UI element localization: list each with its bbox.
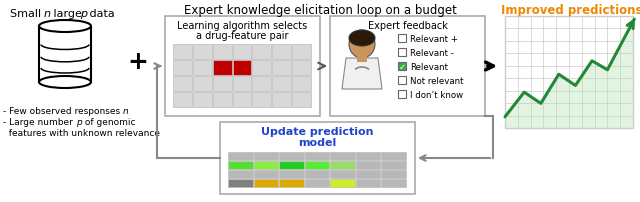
- Bar: [228, 152, 253, 160]
- Bar: [279, 161, 304, 169]
- Text: model: model: [298, 138, 337, 148]
- Bar: [272, 76, 291, 91]
- Bar: [193, 76, 212, 91]
- Bar: [356, 170, 380, 178]
- Text: Relevant: Relevant: [410, 63, 448, 72]
- Bar: [330, 179, 355, 187]
- Ellipse shape: [349, 30, 375, 58]
- Bar: [398, 48, 406, 56]
- Bar: [232, 60, 252, 75]
- Text: I don’t know: I don’t know: [410, 91, 463, 100]
- Text: n: n: [123, 107, 129, 116]
- Bar: [292, 60, 311, 75]
- Text: of genomic: of genomic: [82, 118, 136, 127]
- Bar: [252, 44, 271, 59]
- Bar: [173, 44, 192, 59]
- Bar: [212, 76, 232, 91]
- Text: ✓: ✓: [399, 63, 406, 72]
- Bar: [381, 161, 406, 169]
- Bar: [253, 161, 278, 169]
- Bar: [305, 152, 330, 160]
- Bar: [272, 92, 291, 107]
- Ellipse shape: [39, 20, 91, 32]
- Bar: [330, 170, 355, 178]
- Bar: [356, 179, 380, 187]
- Bar: [220, 122, 415, 194]
- Text: large: large: [50, 9, 85, 19]
- Bar: [305, 179, 330, 187]
- Bar: [193, 44, 212, 59]
- Bar: [356, 152, 380, 160]
- Bar: [173, 92, 192, 107]
- Bar: [505, 16, 633, 128]
- Ellipse shape: [349, 30, 375, 46]
- Bar: [398, 90, 406, 98]
- Bar: [272, 60, 291, 75]
- Bar: [173, 60, 192, 75]
- Text: p: p: [76, 118, 82, 127]
- Bar: [398, 76, 406, 84]
- Bar: [212, 60, 232, 75]
- Text: Update prediction: Update prediction: [261, 127, 374, 137]
- Bar: [252, 60, 271, 75]
- Bar: [279, 179, 304, 187]
- Text: Learning algorithm selects: Learning algorithm selects: [177, 21, 308, 31]
- Text: p: p: [80, 9, 87, 19]
- Polygon shape: [505, 22, 633, 128]
- Bar: [305, 161, 330, 169]
- Bar: [381, 152, 406, 160]
- Bar: [279, 152, 304, 160]
- Text: Relevant -: Relevant -: [410, 49, 454, 58]
- Bar: [398, 34, 406, 42]
- Bar: [173, 76, 192, 91]
- Text: Relevant +: Relevant +: [410, 35, 458, 44]
- Bar: [253, 170, 278, 178]
- Bar: [292, 76, 311, 91]
- Bar: [279, 170, 304, 178]
- Text: n: n: [44, 9, 51, 19]
- Bar: [252, 76, 271, 91]
- Bar: [252, 92, 271, 107]
- Bar: [253, 179, 278, 187]
- Bar: [165, 16, 320, 116]
- Text: Not relevant: Not relevant: [410, 77, 463, 86]
- Bar: [357, 56, 367, 62]
- Text: - Large number: - Large number: [3, 118, 76, 127]
- Text: data: data: [86, 9, 115, 19]
- Bar: [193, 60, 212, 75]
- Text: Expert knowledge elicitation loop on a budget: Expert knowledge elicitation loop on a b…: [184, 4, 456, 17]
- Bar: [356, 161, 380, 169]
- Bar: [398, 62, 406, 70]
- Bar: [39, 26, 91, 82]
- Bar: [232, 92, 252, 107]
- Text: - Few observed responses: - Few observed responses: [3, 107, 123, 116]
- Bar: [292, 92, 311, 107]
- Bar: [330, 152, 355, 160]
- Text: Improved predictions: Improved predictions: [501, 4, 640, 17]
- Ellipse shape: [39, 76, 91, 88]
- Bar: [381, 179, 406, 187]
- Text: features with unknown relevance: features with unknown relevance: [3, 129, 160, 138]
- Text: +: +: [127, 50, 148, 74]
- Bar: [330, 16, 485, 116]
- Bar: [212, 44, 232, 59]
- Bar: [228, 161, 253, 169]
- Text: Expert feedback: Expert feedback: [367, 21, 447, 31]
- Text: Small: Small: [10, 9, 45, 19]
- Bar: [228, 179, 253, 187]
- Bar: [292, 44, 311, 59]
- Bar: [305, 170, 330, 178]
- Bar: [232, 44, 252, 59]
- Bar: [212, 92, 232, 107]
- Bar: [253, 152, 278, 160]
- Bar: [381, 170, 406, 178]
- Polygon shape: [342, 58, 382, 89]
- Bar: [330, 161, 355, 169]
- Bar: [193, 92, 212, 107]
- Text: a drug-feature pair: a drug-feature pair: [196, 31, 289, 41]
- Bar: [228, 170, 253, 178]
- Bar: [272, 44, 291, 59]
- Bar: [232, 76, 252, 91]
